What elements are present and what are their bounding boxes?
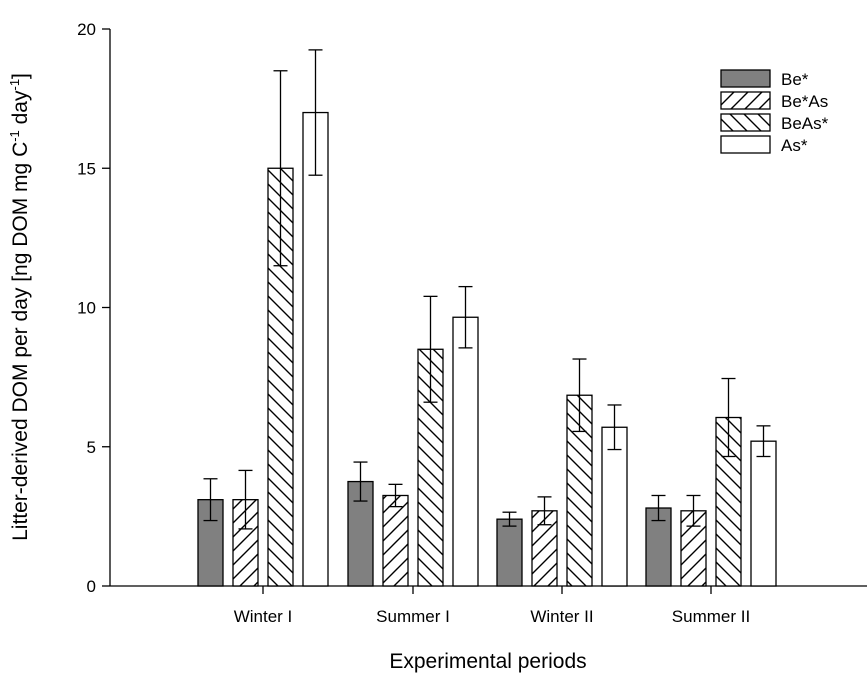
- y-tick-label: 0: [87, 577, 96, 596]
- y-axis-title: Litter-derived DOM per day [ng DOM mg C-…: [7, 73, 32, 541]
- y-axis-title-sup1: -1: [7, 130, 22, 142]
- x-tick-label: Winter II: [530, 607, 593, 626]
- bar: [382, 494, 409, 587]
- x-axis-ticks: Winter I Summer I Winter II Summer II: [234, 586, 750, 626]
- legend: Be* Be*As BeAs* As*: [720, 69, 829, 155]
- bar: [750, 440, 777, 587]
- bar: [452, 316, 479, 587]
- y-tick-label: 20: [77, 20, 96, 39]
- y-axis-title-main: Litter-derived DOM per day [ng DOM mg C: [9, 142, 32, 541]
- legend-swatch: [720, 135, 771, 154]
- y-axis-title-end: ]: [9, 73, 32, 79]
- bar: [417, 348, 444, 587]
- legend-label: As*: [781, 136, 808, 155]
- y-tick-label: 15: [77, 159, 96, 178]
- y-axis-title-mid: day: [9, 90, 32, 130]
- bar: [496, 518, 523, 587]
- legend-label: Be*As: [781, 92, 828, 111]
- y-axis-ticks: 0 5 10 15 20: [77, 20, 110, 596]
- legend-swatch: [720, 113, 771, 132]
- legend-swatch: [720, 91, 771, 110]
- x-tick-label: Winter I: [234, 607, 293, 626]
- y-tick-label: 10: [77, 299, 96, 318]
- x-tick-label: Summer II: [672, 607, 750, 626]
- legend-label: BeAs*: [781, 114, 829, 133]
- bar: [302, 111, 329, 587]
- legend-swatch: [720, 69, 771, 88]
- x-axis-title: Experimental periods: [389, 650, 586, 673]
- bar: [232, 499, 259, 587]
- x-tick-label: Summer I: [376, 607, 450, 626]
- y-tick-label: 5: [87, 438, 96, 457]
- y-axis-title-sup2: -1: [7, 79, 22, 91]
- plot-area: [109, 29, 867, 587]
- bar: [601, 426, 628, 587]
- legend-label: Be*: [781, 70, 809, 89]
